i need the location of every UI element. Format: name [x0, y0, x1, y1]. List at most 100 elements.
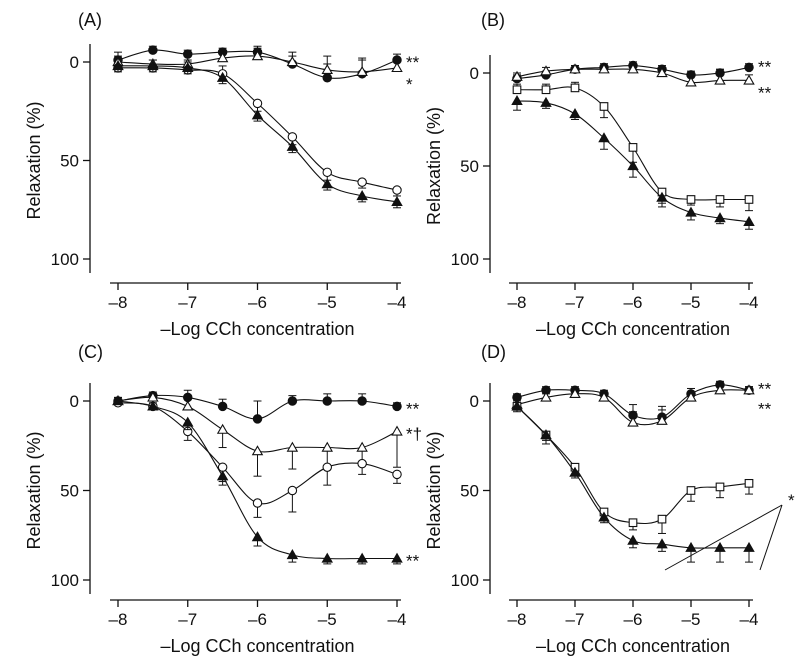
- significance-annotation: **: [406, 552, 420, 571]
- data-point-open-triangle: [540, 391, 552, 402]
- y-tick-label: 0: [70, 53, 79, 72]
- data-point-filled-triangle: [356, 552, 368, 563]
- data-point-filled-triangle: [391, 552, 403, 563]
- data-point-filled-triangle: [112, 395, 124, 406]
- data-point-open-circle: [217, 462, 228, 472]
- data-point-open-circle: [322, 167, 332, 178]
- y-tick-label: 100: [451, 571, 479, 590]
- series-open-circle: [113, 398, 402, 518]
- data-point-filled-triangle: [286, 549, 299, 560]
- data-point-open-triangle: [391, 425, 403, 436]
- x-tick-label: –6: [248, 293, 267, 312]
- data-point-open-triangle: [251, 445, 264, 456]
- data-point-open-triangle: [540, 65, 552, 76]
- x-tick-label: –8: [109, 293, 128, 312]
- data-point-open-triangle: [391, 62, 403, 73]
- data-point-open-triangle: [714, 384, 726, 395]
- chart-panel-1: (B) 0 50 100 –8 –7 –6 –5 –4 –Log CCh concentratio…: [424, 10, 772, 339]
- series-filled-triangle: **: [112, 395, 420, 571]
- data-point-filled-circle: [252, 414, 263, 424]
- data-point-open-triangle: [356, 65, 368, 76]
- data-point-open-circle: [392, 185, 402, 195]
- data-point-filled-triangle: [569, 108, 581, 119]
- y-tick-label: 50: [460, 482, 479, 501]
- x-tick-label: –4: [388, 293, 407, 312]
- y-tick-label: 100: [451, 250, 479, 269]
- x-axis-label: –Log CCh concentration: [536, 319, 730, 339]
- x-tick-label: –7: [566, 610, 585, 629]
- data-point-open-triangle: [714, 74, 726, 85]
- data-point-filled-triangle: [216, 71, 229, 82]
- data-point-filled-triangle: [216, 470, 229, 481]
- data-point-open-triangle: [743, 74, 755, 85]
- data-point-open-square: [628, 518, 638, 528]
- data-point-open-square: [744, 195, 754, 204]
- panel-label: (D): [481, 342, 506, 362]
- data-point-open-triangle: [627, 416, 639, 427]
- data-point-open-square: [628, 143, 638, 152]
- data-point-open-triangle: [216, 423, 229, 434]
- data-point-open-square: [657, 514, 667, 524]
- annotation-pointer-line: [759, 504, 783, 571]
- series-open-triangle: *: [112, 47, 413, 94]
- y-tick-label: 0: [470, 64, 479, 83]
- data-point-open-triangle: [685, 76, 697, 87]
- data-point-open-circle: [392, 469, 402, 480]
- data-point-open-square: [570, 83, 580, 93]
- data-point-open-triangle: [286, 441, 299, 452]
- data-point-open-square: [512, 85, 522, 95]
- series-open-triangle: **: [511, 384, 772, 427]
- y-axis-label: Relaxation (%): [24, 101, 44, 219]
- data-point-open-square: [715, 482, 725, 492]
- data-point-filled-triangle: [714, 541, 726, 552]
- data-point-open-square: [599, 102, 609, 111]
- data-point-open-circle: [252, 498, 263, 508]
- significance-annotation: *: [788, 491, 795, 510]
- x-tick-label: –7: [566, 293, 585, 312]
- x-tick-label: –4: [740, 293, 759, 312]
- x-axis-label: –Log CCh concentration: [536, 636, 730, 656]
- data-point-filled-circle: [217, 401, 228, 412]
- data-point-open-triangle: [598, 63, 610, 74]
- data-point-filled-triangle: [147, 60, 159, 71]
- data-point-open-square: [715, 195, 725, 204]
- chart-panel-0: (A) 0 50 100 –8 –7 –6 –5 –4 –Log CCh concentratio…: [24, 10, 420, 339]
- data-point-open-triangle: [511, 70, 523, 81]
- series-open-triangle: **: [511, 63, 772, 102]
- series-filled-circle: **: [113, 389, 420, 424]
- data-point-filled-circle: [322, 396, 332, 406]
- x-tick-label: –6: [624, 293, 643, 312]
- data-point-filled-triangle: [251, 109, 264, 120]
- series-filled-triangle: [112, 60, 403, 209]
- data-point-open-circle: [357, 458, 367, 469]
- x-tick-label: –5: [682, 610, 701, 629]
- x-axis-label: –Log CCh concentration: [160, 636, 354, 656]
- data-point-filled-triangle: [251, 531, 264, 542]
- y-tick-label: 0: [70, 392, 79, 411]
- data-point-open-triangle: [656, 414, 668, 425]
- data-point-open-square: [686, 486, 696, 495]
- data-point-open-circle: [252, 98, 263, 109]
- series-filled-circle: **: [512, 379, 772, 422]
- data-point-open-square: [686, 195, 696, 204]
- data-point-filled-triangle: [321, 178, 333, 189]
- data-point-filled-triangle: [598, 132, 610, 143]
- x-tick-label: –6: [624, 610, 643, 629]
- significance-annotation: *†: [406, 424, 422, 443]
- y-axis-label: Relaxation (%): [24, 431, 44, 549]
- data-point-filled-circle: [392, 401, 402, 412]
- data-point-filled-triangle: [391, 195, 403, 207]
- data-point-filled-triangle: [147, 400, 159, 411]
- data-point-open-circle: [287, 132, 298, 142]
- data-point-filled-circle: [357, 396, 367, 406]
- data-point-filled-triangle: [321, 552, 333, 563]
- data-point-filled-triangle: [714, 212, 726, 223]
- data-point-filled-triangle: [685, 206, 697, 217]
- x-tick-label: –7: [178, 610, 197, 629]
- x-tick-label: –4: [388, 610, 407, 629]
- data-point-filled-triangle: [511, 94, 523, 106]
- series-filled-triangle: [511, 94, 755, 230]
- x-axis-label: –Log CCh concentration: [160, 319, 354, 339]
- data-point-filled-triangle: [598, 511, 610, 522]
- data-point-open-square: [541, 85, 551, 95]
